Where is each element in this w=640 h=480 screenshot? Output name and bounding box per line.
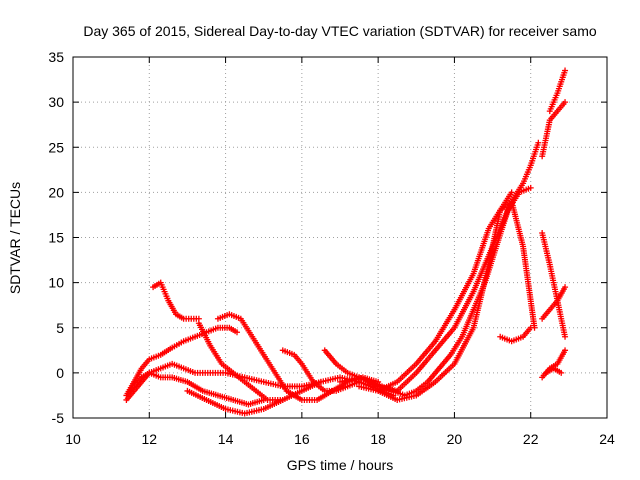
plot-frame <box>72 56 608 419</box>
y-tick-label: 35 <box>48 49 64 65</box>
series-track-13 <box>497 324 534 345</box>
x-tick-label: 18 <box>370 431 386 447</box>
x-tick-label: 22 <box>523 431 539 447</box>
y-tick-label: 10 <box>48 275 64 291</box>
y-tick-label: 0 <box>56 365 64 381</box>
data-point <box>562 284 569 291</box>
series-track-16 <box>539 284 569 322</box>
data-point <box>562 333 569 340</box>
x-tick-label: 12 <box>141 431 157 447</box>
data-point <box>562 347 569 354</box>
data-point <box>535 139 542 146</box>
data-point <box>562 99 569 106</box>
data-point <box>279 396 286 403</box>
tick-labels: 10 12 14 16 18 20 22 24 -5 0 5 10 15 20 25 30 35 <box>48 49 615 447</box>
series-track-14 <box>539 99 569 160</box>
x-tick-label: 24 <box>599 431 615 447</box>
y-tick-label: 30 <box>48 94 64 110</box>
data-point <box>527 324 534 331</box>
series-track-12 <box>356 189 515 403</box>
x-tick-label: 16 <box>294 431 310 447</box>
data-point <box>508 189 515 196</box>
x-axis-label: GPS time / hours <box>287 457 394 473</box>
y-tick-label: 25 <box>48 139 64 155</box>
data-point <box>317 378 324 385</box>
data-point <box>527 184 534 191</box>
series-track-1 <box>123 324 241 399</box>
data-point <box>234 329 241 336</box>
x-tick-label: 14 <box>218 431 234 447</box>
series-track-19 <box>542 365 565 376</box>
y-tick-label: 15 <box>48 230 64 246</box>
data-points <box>123 67 569 417</box>
series-track-18 <box>546 67 569 115</box>
series-track-7 <box>184 387 286 417</box>
grid <box>73 57 607 418</box>
data-point <box>558 369 565 376</box>
y-tick-label: 5 <box>56 320 64 336</box>
y-axis-label: SDTVAR / TECUs <box>7 182 23 294</box>
data-point <box>562 67 569 74</box>
y-tick-label: -5 <box>52 410 65 426</box>
series-track-4 <box>150 279 202 322</box>
series-track-15 <box>539 229 569 340</box>
series-track-5 <box>195 320 324 403</box>
y-tick-label: 20 <box>48 184 64 200</box>
x-tick-label: 20 <box>447 431 463 447</box>
x-tick-label: 10 <box>65 431 81 447</box>
chart-title: Day 365 of 2015, Sidereal Day-to-day VTE… <box>83 23 596 39</box>
series-track-3 <box>127 369 267 408</box>
